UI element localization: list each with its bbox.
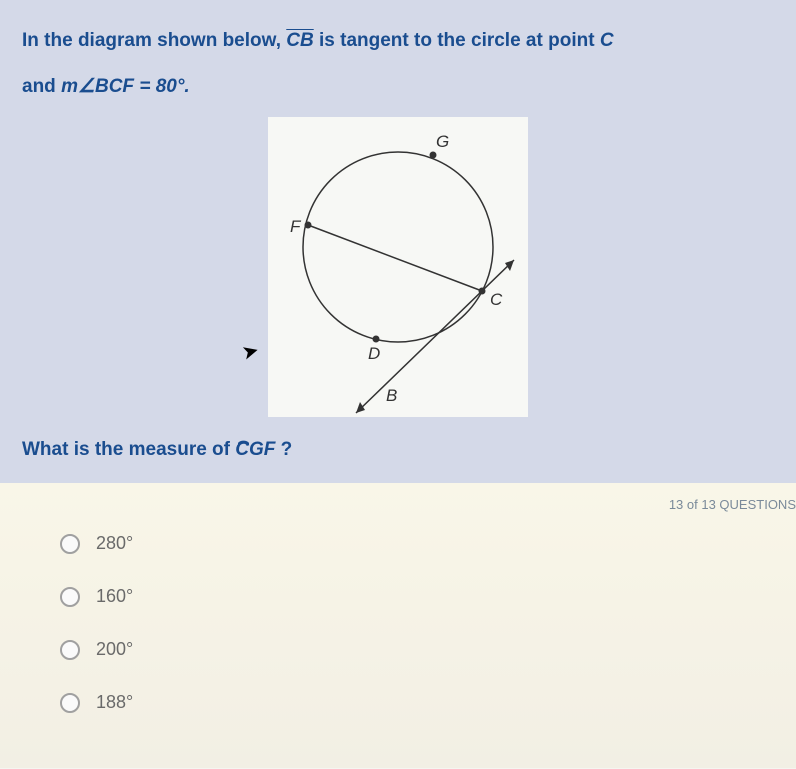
arc-cgf: ⌢CGF (235, 439, 275, 460)
point-d-dot (373, 336, 380, 343)
diagram-container: ➤ G F C D B (22, 109, 774, 425)
option-row[interactable]: 200° (60, 639, 774, 660)
chord-fc (308, 225, 482, 291)
geometry-diagram: G F C D B (268, 117, 528, 417)
radio-icon[interactable] (60, 534, 80, 554)
radio-icon[interactable] (60, 693, 80, 713)
arrow-bottom (356, 402, 365, 413)
q-line2-pre: and (22, 76, 61, 97)
option-label: 280° (96, 533, 133, 554)
point-f-dot (305, 222, 312, 229)
progress-indicator: 13 of 13 QUESTIONS (669, 497, 796, 512)
label-c: C (490, 290, 503, 309)
answer-panel: 13 of 13 QUESTIONS 280° 160° 200° 188° (0, 483, 796, 768)
question-text: In the diagram shown below, CB is tangen… (22, 18, 774, 109)
segment-cb: CB (286, 30, 313, 51)
label-b: B (386, 386, 397, 405)
point-c: C (600, 30, 614, 51)
subq-post: ? (281, 439, 293, 460)
subq-pre: What is the measure of (22, 439, 235, 460)
arrow-top (505, 260, 514, 271)
option-label: 188° (96, 692, 133, 713)
circle (303, 152, 493, 342)
label-f: F (290, 217, 302, 236)
radio-icon[interactable] (60, 640, 80, 660)
cursor-icon: ➤ (239, 337, 262, 365)
option-label: 160° (96, 586, 133, 607)
option-row[interactable]: 188° (60, 692, 774, 713)
sub-question: What is the measure of ⌢CGF ? (22, 425, 774, 475)
point-c-dot (479, 288, 486, 295)
question-panel: In the diagram shown below, CB is tangen… (0, 0, 796, 483)
point-g-dot (430, 152, 437, 159)
label-d: D (368, 344, 380, 363)
option-label: 200° (96, 639, 133, 660)
option-row[interactable]: 160° (60, 586, 774, 607)
label-g: G (436, 132, 449, 151)
diagram-svg: G F C D B (268, 117, 528, 417)
tangent-line (356, 260, 514, 413)
option-row[interactable]: 280° (60, 533, 774, 554)
radio-icon[interactable] (60, 587, 80, 607)
q-line1-pre: In the diagram shown below, (22, 30, 286, 51)
q-line1-post: is tangent to the circle at point (319, 30, 600, 51)
angle-expr: m∠BCF = 80°. (61, 76, 190, 97)
